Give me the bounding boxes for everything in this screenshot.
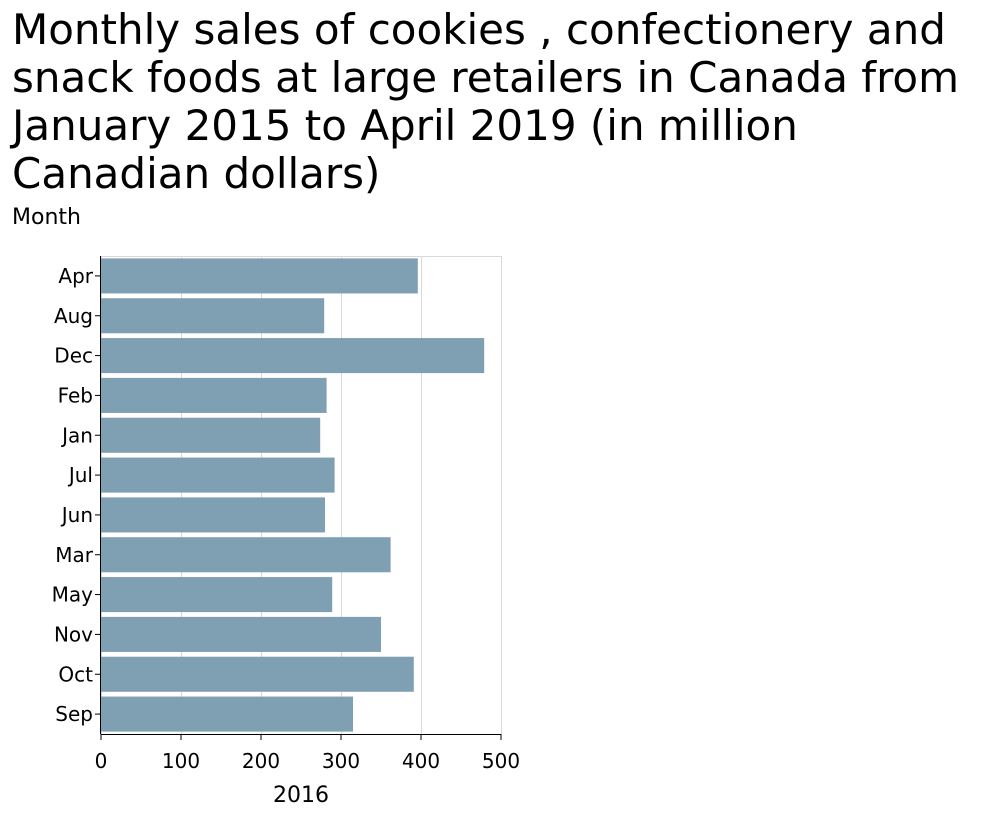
x-tick-label-0: 0 <box>95 749 108 773</box>
y-tick-label-aug: Aug <box>54 304 93 328</box>
bar-jan <box>101 417 321 453</box>
bar-apr <box>101 258 418 294</box>
bar-aug <box>101 298 325 334</box>
bar-feb <box>101 377 327 413</box>
bars <box>101 258 485 732</box>
y-tick-label-nov: Nov <box>54 622 93 646</box>
x-tick-label-400: 400 <box>402 749 440 773</box>
bar-mar <box>101 537 391 573</box>
y-tick-label-may: May <box>52 583 94 607</box>
gridlines <box>101 256 502 734</box>
y-tick-label-oct: Oct <box>58 662 93 686</box>
bar-may <box>101 577 333 613</box>
bar-sep <box>101 696 353 732</box>
y-tick-label-dec: Dec <box>54 344 93 368</box>
y-tick-label-mar: Mar <box>55 543 94 567</box>
bar-dec <box>101 338 485 374</box>
x-tick-label-100: 100 <box>162 749 200 773</box>
chart-title: Monthly sales of cookies , confectionery… <box>12 5 960 198</box>
bar-jun <box>101 497 325 533</box>
x-tick-label-200: 200 <box>242 749 280 773</box>
y-tick-label-sep: Sep <box>55 702 93 726</box>
y-axis-title: Month <box>12 205 81 230</box>
x-axis-title: 2016 <box>273 783 329 808</box>
x-tick-label-300: 300 <box>322 749 360 773</box>
y-tick-label-jan: Jan <box>60 423 93 447</box>
bar-jul <box>101 457 335 493</box>
y-tick-label-jul: Jul <box>67 463 93 487</box>
y-tick-label-apr: Apr <box>58 264 93 288</box>
bar-nov <box>101 616 381 652</box>
y-tick-label-feb: Feb <box>58 383 93 407</box>
x-tick-label-500: 500 <box>482 749 520 773</box>
bar-oct <box>101 656 414 692</box>
y-tick-label-jun: Jun <box>60 503 93 527</box>
